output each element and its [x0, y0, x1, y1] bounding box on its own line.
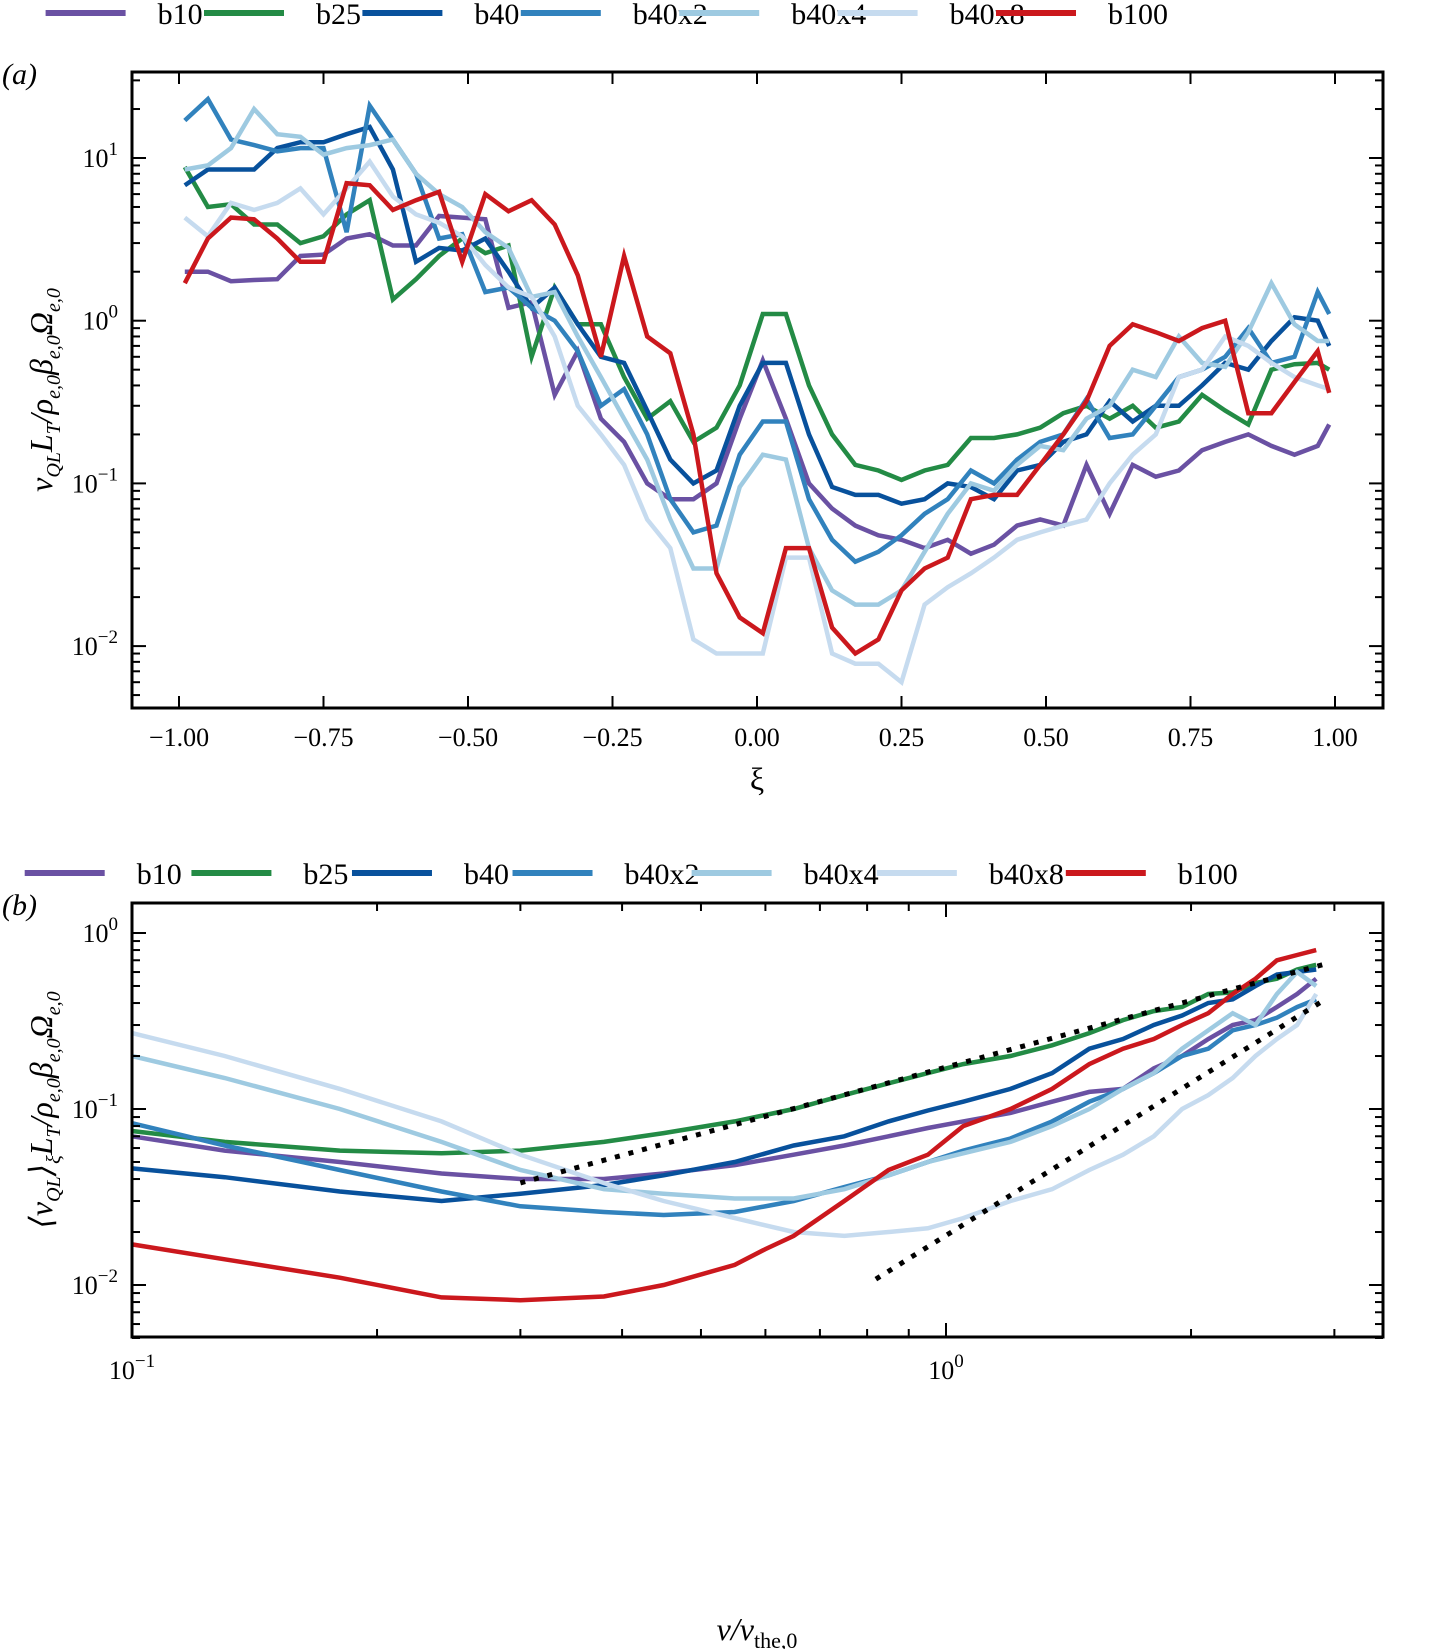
series-lines-a — [182, 95, 1332, 687]
series-line-b10 — [184, 213, 1332, 557]
panel-b-label: (b) — [2, 889, 37, 922]
x-tick-label-a: −0.25 — [582, 723, 642, 752]
x-tick-label-a: −0.50 — [438, 723, 498, 752]
y-tick-label-b: 10−1 — [72, 1090, 118, 1124]
series-line-b40x2 — [131, 997, 1318, 1218]
axes-b: 10−1 100 10−2 10−1 100 — [72, 901, 1385, 1385]
legend-item-b40x2: b40x2 — [512, 858, 700, 891]
y-tick-label-a: 10−2 — [72, 627, 118, 661]
x-tick-label-a: 0.75 — [1168, 723, 1214, 752]
panel-a-label: (a) — [2, 58, 37, 91]
legend-label-b10: b10 — [158, 0, 203, 31]
x-axis-label-b-text: v/vthe,0 — [717, 1611, 798, 1649]
legend-item-b40: b40 — [362, 0, 519, 31]
y-axis-label-b-text: ⟨νQL⟩ξLT/ρe,0βe,0Ωe,0 — [23, 991, 65, 1228]
legend-b: b10 b25 b40 b40x2 b40x4 b40x8 b100 — [24, 858, 1238, 891]
y-tick-label-a: 10−1 — [72, 464, 118, 498]
legend-item-b100: b100 — [1065, 858, 1238, 891]
y-axis-label-b: ⟨νQL⟩ξLT/ρe,0βe,0Ωe,0 — [23, 991, 65, 1228]
y-tick-label-a: 100 — [83, 302, 119, 336]
legend-item-b40x8: b40x8 — [876, 858, 1064, 891]
legend-label-b10: b10 — [137, 858, 182, 891]
series-line-b40x8 — [131, 992, 1319, 1239]
legend-item-b10: b10 — [45, 0, 203, 31]
x-tick-label-a: −1.00 — [149, 723, 209, 752]
x-tick-label-a: 1.00 — [1312, 723, 1358, 752]
x-tick-label-b: 10−1 — [109, 1351, 155, 1385]
plot-frame-b — [130, 901, 1385, 1339]
x-tick-label-a: 0.25 — [879, 723, 925, 752]
y-tick-label-a: 101 — [83, 139, 119, 173]
x-axis-label-a: ξ — [750, 761, 764, 797]
series-line-b100 — [182, 180, 1332, 657]
x-tick-label-a: 0.50 — [1023, 723, 1069, 752]
series-line-b25 — [182, 165, 1331, 483]
series-line-b100 — [131, 947, 1317, 1303]
x-tick-label-b: 100 — [928, 1351, 964, 1385]
series-line-b40 — [131, 967, 1317, 1204]
legend-label-b40: b40 — [474, 0, 519, 31]
x-axis-label-b: v/vthe,0 — [717, 1611, 798, 1649]
legend-item-b25: b25 — [191, 858, 348, 891]
legend-label-b40x4: b40x4 — [804, 858, 879, 891]
legend-label-b25: b25 — [303, 858, 348, 891]
legend-item-b40x8: b40x8 — [837, 0, 1025, 31]
panel-b: b10 b25 b40 b40x2 b40x4 b40x8 b100 (b) 10−1 100… — [2, 858, 1385, 1649]
series-line-b10 — [131, 976, 1318, 1182]
legend-a: b10 b25 b40 b40x2 b40x4 b40x8 b100 — [45, 0, 1168, 31]
series-line-b40x2 — [183, 95, 1332, 565]
panel-a: b10 b25 b40 b40x2 b40x4 b40x8 b100 (a) −1.00 −0… — [2, 0, 1385, 797]
legend-label-b100: b100 — [1108, 0, 1168, 31]
series-lines-b — [131, 947, 1324, 1303]
legend-label-b25: b25 — [316, 0, 361, 31]
axes-a: −1.00 −0.75 −0.50 −0.25 0.00 0.25 0.50 0.75 1.00… — [72, 70, 1385, 752]
x-tick-label-a: −0.75 — [293, 723, 353, 752]
y-tick-label-b: 100 — [83, 914, 119, 948]
legend-item-b40: b40 — [351, 858, 509, 891]
series-line-b40x8 — [183, 157, 1330, 687]
reference-line-2 — [874, 999, 1324, 1282]
legend-item-b10: b10 — [24, 858, 182, 891]
legend-item-b25: b25 — [204, 0, 361, 31]
y-tick-label-b: 10−2 — [72, 1266, 118, 1300]
series-line-b40x4 — [184, 105, 1330, 607]
series-line-b40x4 — [131, 968, 1318, 1201]
legend-label-b40: b40 — [464, 858, 509, 891]
legend-label-b40x8: b40x8 — [989, 858, 1064, 891]
legend-item-b40x4: b40x4 — [691, 858, 879, 891]
y-axis-label-a: νQLLT/ρe,0βe,0Ωe,0 — [23, 288, 65, 492]
legend-label-b40x2: b40x2 — [625, 858, 700, 891]
y-axis-label-a-text: νQLLT/ρe,0βe,0Ωe,0 — [23, 288, 65, 492]
x-tick-label-a: 0.00 — [734, 723, 780, 752]
legend-item-b100: b100 — [996, 0, 1168, 31]
legend-label-b100: b100 — [1178, 858, 1238, 891]
